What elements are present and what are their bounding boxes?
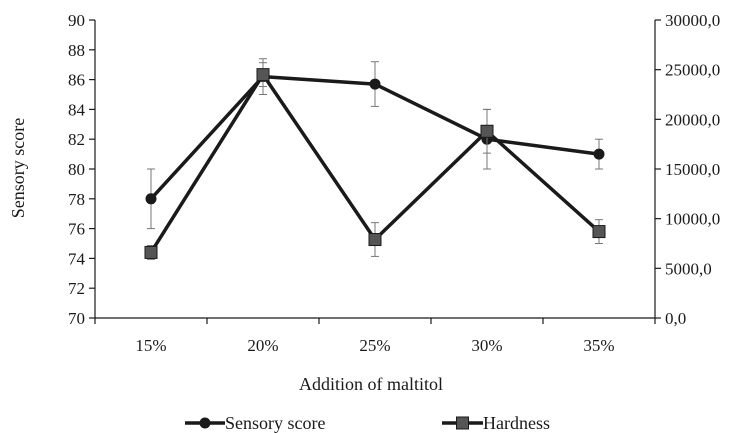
y-tick-label-left: 78 <box>68 190 85 209</box>
x-tick-label: 20% <box>247 336 278 355</box>
data-point-hardness <box>368 233 382 247</box>
legend-marker-square <box>456 416 469 430</box>
x-tick-label: 15% <box>135 336 166 355</box>
legend-item-sensory-score: Sensory score <box>185 413 325 433</box>
data-point-sensory-score <box>593 148 605 160</box>
y-tick-label-right: 30000,0 <box>665 11 720 30</box>
data-point-hardness <box>256 68 270 82</box>
y-tick-label-left: 82 <box>68 130 85 149</box>
y-tick-label-left: 84 <box>68 100 86 119</box>
legend: Sensory score Hardness <box>185 413 550 433</box>
y-tick-label-left: 72 <box>68 279 85 298</box>
data-point-hardness <box>144 245 158 259</box>
data-point-sensory-score <box>369 78 381 90</box>
y-tick-label-left: 80 <box>68 160 85 179</box>
y-tick-label-left: 90 <box>68 11 85 30</box>
x-tick-label: 35% <box>583 336 614 355</box>
y-tick-label-left: 76 <box>68 220 85 239</box>
data-point-hardness <box>480 124 494 138</box>
y-tick-label-left: 86 <box>68 71 85 90</box>
y-tick-label-left: 88 <box>68 41 85 60</box>
y-tick-label-right: 20000,0 <box>665 110 720 129</box>
data-point-hardness <box>592 225 606 239</box>
axis-ticks: 70 72 74 76 78 80 82 84 86 88 90 0,0 5000,0 10000,0 15… <box>68 11 720 355</box>
y-axis-title: Sensory score <box>8 118 28 218</box>
y-tick-label-right: 0,0 <box>665 309 686 328</box>
data-point-sensory-score <box>145 193 157 205</box>
x-tick-label: 25% <box>359 336 390 355</box>
legend-label-hardness: Hardness <box>483 413 550 433</box>
legend-label-sensory-score: Sensory score <box>225 413 325 433</box>
legend-item-hardness: Hardness <box>442 413 550 433</box>
y-tick-label-right: 5000,0 <box>665 259 712 278</box>
x-axis-title: Addition of maltitol <box>299 374 443 394</box>
series-sensory-score <box>145 58 605 230</box>
y-tick-label-left: 70 <box>68 309 85 328</box>
y-tick-label-right: 10000,0 <box>665 210 720 229</box>
series-hardness <box>144 62 606 260</box>
legend-marker-circle <box>199 417 211 429</box>
series-layer <box>144 58 606 260</box>
y-tick-label-left: 74 <box>68 249 86 268</box>
x-tick-label: 30% <box>471 336 502 355</box>
y-tick-label-right: 15000,0 <box>665 160 720 179</box>
y-tick-label-right: 25000,0 <box>665 61 720 80</box>
